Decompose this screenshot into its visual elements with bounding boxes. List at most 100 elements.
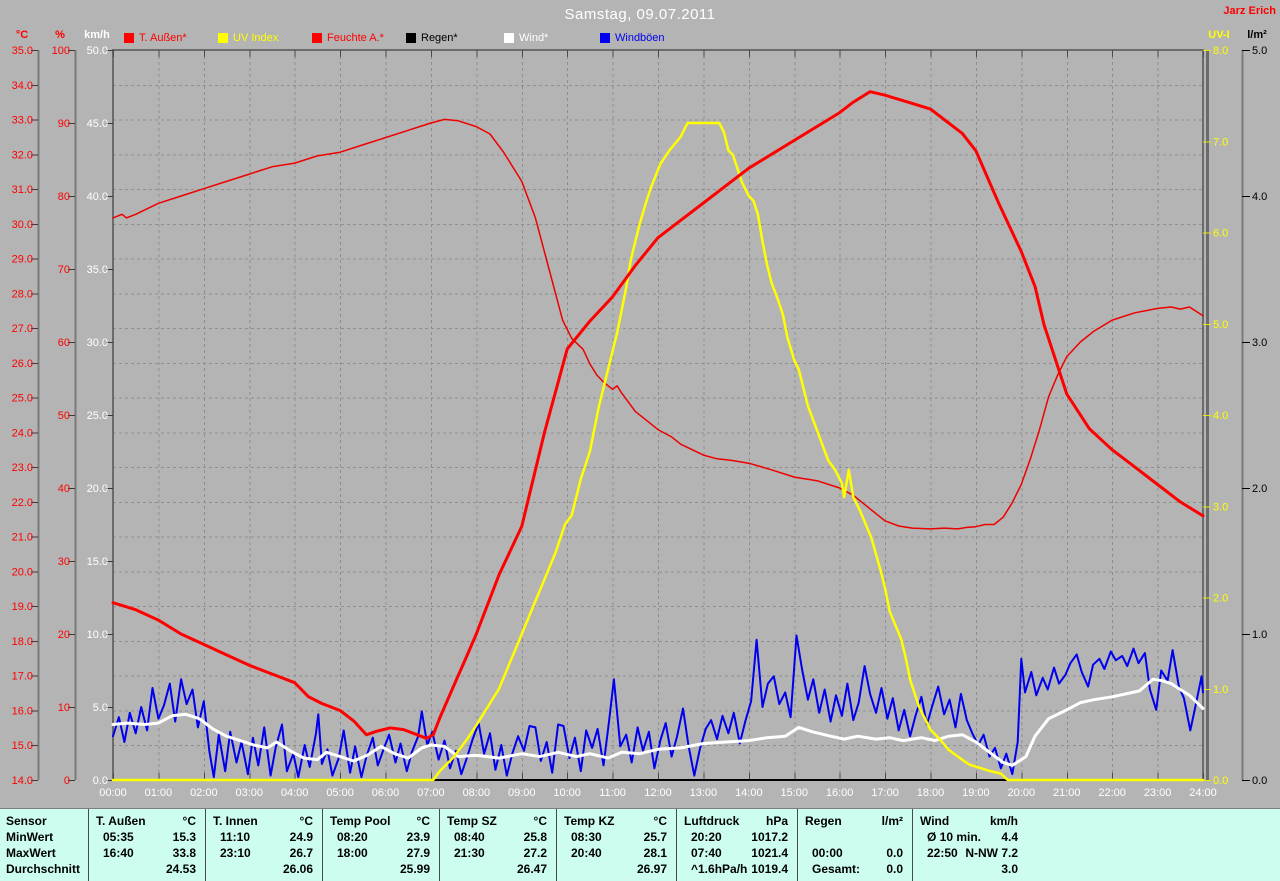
x-tick-label: 21:00 bbox=[1053, 787, 1081, 799]
row-header: MinWert bbox=[6, 830, 54, 844]
avg-row: Gesamt: 0.0 bbox=[798, 861, 912, 877]
table-column-luftdruck: Luftdruck hPa 20:20 1017.2 07:40 1021.4 ^1.6hP… bbox=[676, 809, 797, 881]
cell-time: T. Innen bbox=[213, 814, 258, 828]
header-row: T. Außen °C bbox=[89, 813, 205, 829]
avg-row: 26.47 bbox=[440, 861, 556, 877]
cell-time: 23:10 bbox=[220, 846, 251, 860]
cell-value: 1019.4 bbox=[751, 862, 788, 876]
tick-label: 0.0 bbox=[1252, 775, 1267, 787]
legend-label: T. Außen* bbox=[139, 31, 187, 44]
legend-label: Regen* bbox=[421, 31, 458, 44]
row-header: Durchschnitt bbox=[6, 862, 81, 876]
x-tick-label: 02:00 bbox=[190, 787, 218, 799]
tick-label: 45.0 bbox=[87, 118, 108, 130]
x-tick-label: 06:00 bbox=[372, 787, 400, 799]
max-row: 16:40 33.8 bbox=[89, 845, 205, 861]
tick-label: 0.0 bbox=[1213, 775, 1228, 787]
max-row: 22:50 N-NW 7.2 bbox=[913, 845, 1027, 861]
header-row: Temp Pool °C bbox=[323, 813, 439, 829]
cell-value: 0.0 bbox=[886, 846, 903, 860]
cell-value: °C bbox=[653, 814, 667, 828]
cell-time: 18:00 bbox=[337, 846, 368, 860]
stats-table: Sensor MinWert MaxWert Durchschnitt T. Außen… bbox=[0, 808, 1280, 881]
legend-item-6: Windböen bbox=[600, 31, 665, 44]
tick-label: 3.0 bbox=[1213, 501, 1228, 513]
cell-time: ^1.6hPa/h bbox=[691, 862, 748, 876]
legend-label: UV Index bbox=[233, 31, 279, 44]
tick-label: 34.0 bbox=[12, 80, 33, 92]
cell-value: 25.7 bbox=[643, 830, 667, 844]
cell-value bbox=[903, 829, 912, 845]
tick-label: 6.0 bbox=[1213, 228, 1228, 240]
tick-label: 33.0 bbox=[12, 115, 33, 127]
cell-time: T. Außen bbox=[96, 814, 146, 828]
legend-swatch bbox=[312, 32, 322, 43]
legend-label: Windböen bbox=[615, 31, 665, 44]
series-wind bbox=[111, 677, 1205, 767]
tick-label: 15.0 bbox=[12, 740, 33, 752]
max-row: 20:40 28.1 bbox=[557, 845, 676, 861]
x-tick-label: 08:00 bbox=[463, 787, 491, 799]
cell-time: 07:40 bbox=[691, 846, 722, 860]
chart-title: Samstag, 09.07.2011 bbox=[564, 6, 716, 23]
tick-label: 1.0 bbox=[1213, 684, 1228, 696]
cell-time bbox=[557, 861, 637, 877]
header-row: Luftdruck hPa bbox=[677, 813, 797, 829]
cell-value: 25.8 bbox=[523, 830, 547, 844]
table-column-t-au-en: T. Außen °C 05:35 15.3 16:40 33.8 24.53 bbox=[88, 809, 205, 881]
legend-item-3: Feuchte A.* bbox=[312, 31, 384, 44]
weather-chart: 35.0 34.0 33.0 32.0 31.0 30.0 29.0 28.0 27.0 26.0… bbox=[12, 45, 1268, 799]
tick-label: 30.0 bbox=[12, 219, 33, 231]
table-column-temp-sz: Temp SZ °C 08:40 25.8 21:30 27.2 26.47 bbox=[439, 809, 556, 881]
cell-value: 27.2 bbox=[523, 846, 547, 860]
table-column-regen: Regen l/m² 00:00 0.0 Gesamt: 0.0 bbox=[797, 809, 912, 881]
max-row: 21:30 27.2 bbox=[440, 845, 556, 861]
avg-row: 25.99 bbox=[323, 861, 439, 877]
tick-label: 35.0 bbox=[12, 45, 33, 57]
tick-label: 20 bbox=[58, 629, 70, 641]
legend-swatch bbox=[504, 32, 514, 43]
min-row bbox=[798, 829, 912, 845]
cell-time: Ø 10 min. bbox=[927, 830, 982, 844]
cell-time: 05:35 bbox=[103, 830, 134, 844]
row-header: MaxWert bbox=[6, 846, 56, 860]
tick-label: 4.0 bbox=[1252, 191, 1267, 203]
axis-unit-percent: % bbox=[55, 29, 65, 41]
cell-value: 28.1 bbox=[643, 846, 667, 860]
series-feuchte bbox=[112, 118, 1204, 530]
cell-time: Temp KZ bbox=[564, 814, 615, 828]
x-tick-label: 00:00 bbox=[99, 787, 127, 799]
x-tick-label: 23:00 bbox=[1144, 787, 1172, 799]
cell-time: Luftdruck bbox=[684, 814, 740, 828]
tick-label: 28.0 bbox=[12, 288, 33, 300]
legend-swatch bbox=[406, 32, 416, 43]
x-tick-label: 10:00 bbox=[553, 787, 581, 799]
x-tick-label: 24:00 bbox=[1189, 787, 1217, 799]
cell-time: 00:00 bbox=[812, 846, 843, 860]
tick-label: 21.0 bbox=[12, 532, 33, 544]
tick-label: 40.0 bbox=[87, 191, 108, 203]
table-column-temp-pool: Temp Pool °C 08:20 23.9 18:00 27.9 25.99 bbox=[322, 809, 439, 881]
avg-row: 26.97 bbox=[557, 861, 676, 877]
tick-label: 60 bbox=[58, 337, 70, 349]
tick-label: 3.0 bbox=[1252, 337, 1267, 349]
x-tick-label: 07:00 bbox=[417, 787, 445, 799]
tick-label: 27.0 bbox=[12, 323, 33, 335]
tick-label: 20.0 bbox=[12, 566, 33, 578]
cell-value: 1021.4 bbox=[751, 846, 788, 860]
avg-row: 3.0 bbox=[913, 861, 1027, 877]
legend-item-2: UV Index bbox=[218, 31, 278, 44]
cell-time: 11:10 bbox=[220, 830, 251, 844]
series-windboeen bbox=[112, 634, 1204, 779]
tick-label: 5.0 bbox=[93, 702, 108, 714]
x-tick-label: 15:00 bbox=[780, 787, 808, 799]
x-tick-label: 01:00 bbox=[145, 787, 173, 799]
x-tick-label: 14:00 bbox=[735, 787, 763, 799]
cell-value: 26.47 bbox=[516, 862, 547, 876]
tick-label: 1.0 bbox=[1252, 629, 1267, 641]
cell-value: 24.53 bbox=[165, 862, 196, 876]
legend-item-4: Regen* bbox=[406, 31, 458, 44]
owner-name: Jarz Erich bbox=[1223, 5, 1276, 17]
cell-value: 26.06 bbox=[282, 862, 313, 876]
header-row: Regen l/m² bbox=[798, 813, 912, 829]
